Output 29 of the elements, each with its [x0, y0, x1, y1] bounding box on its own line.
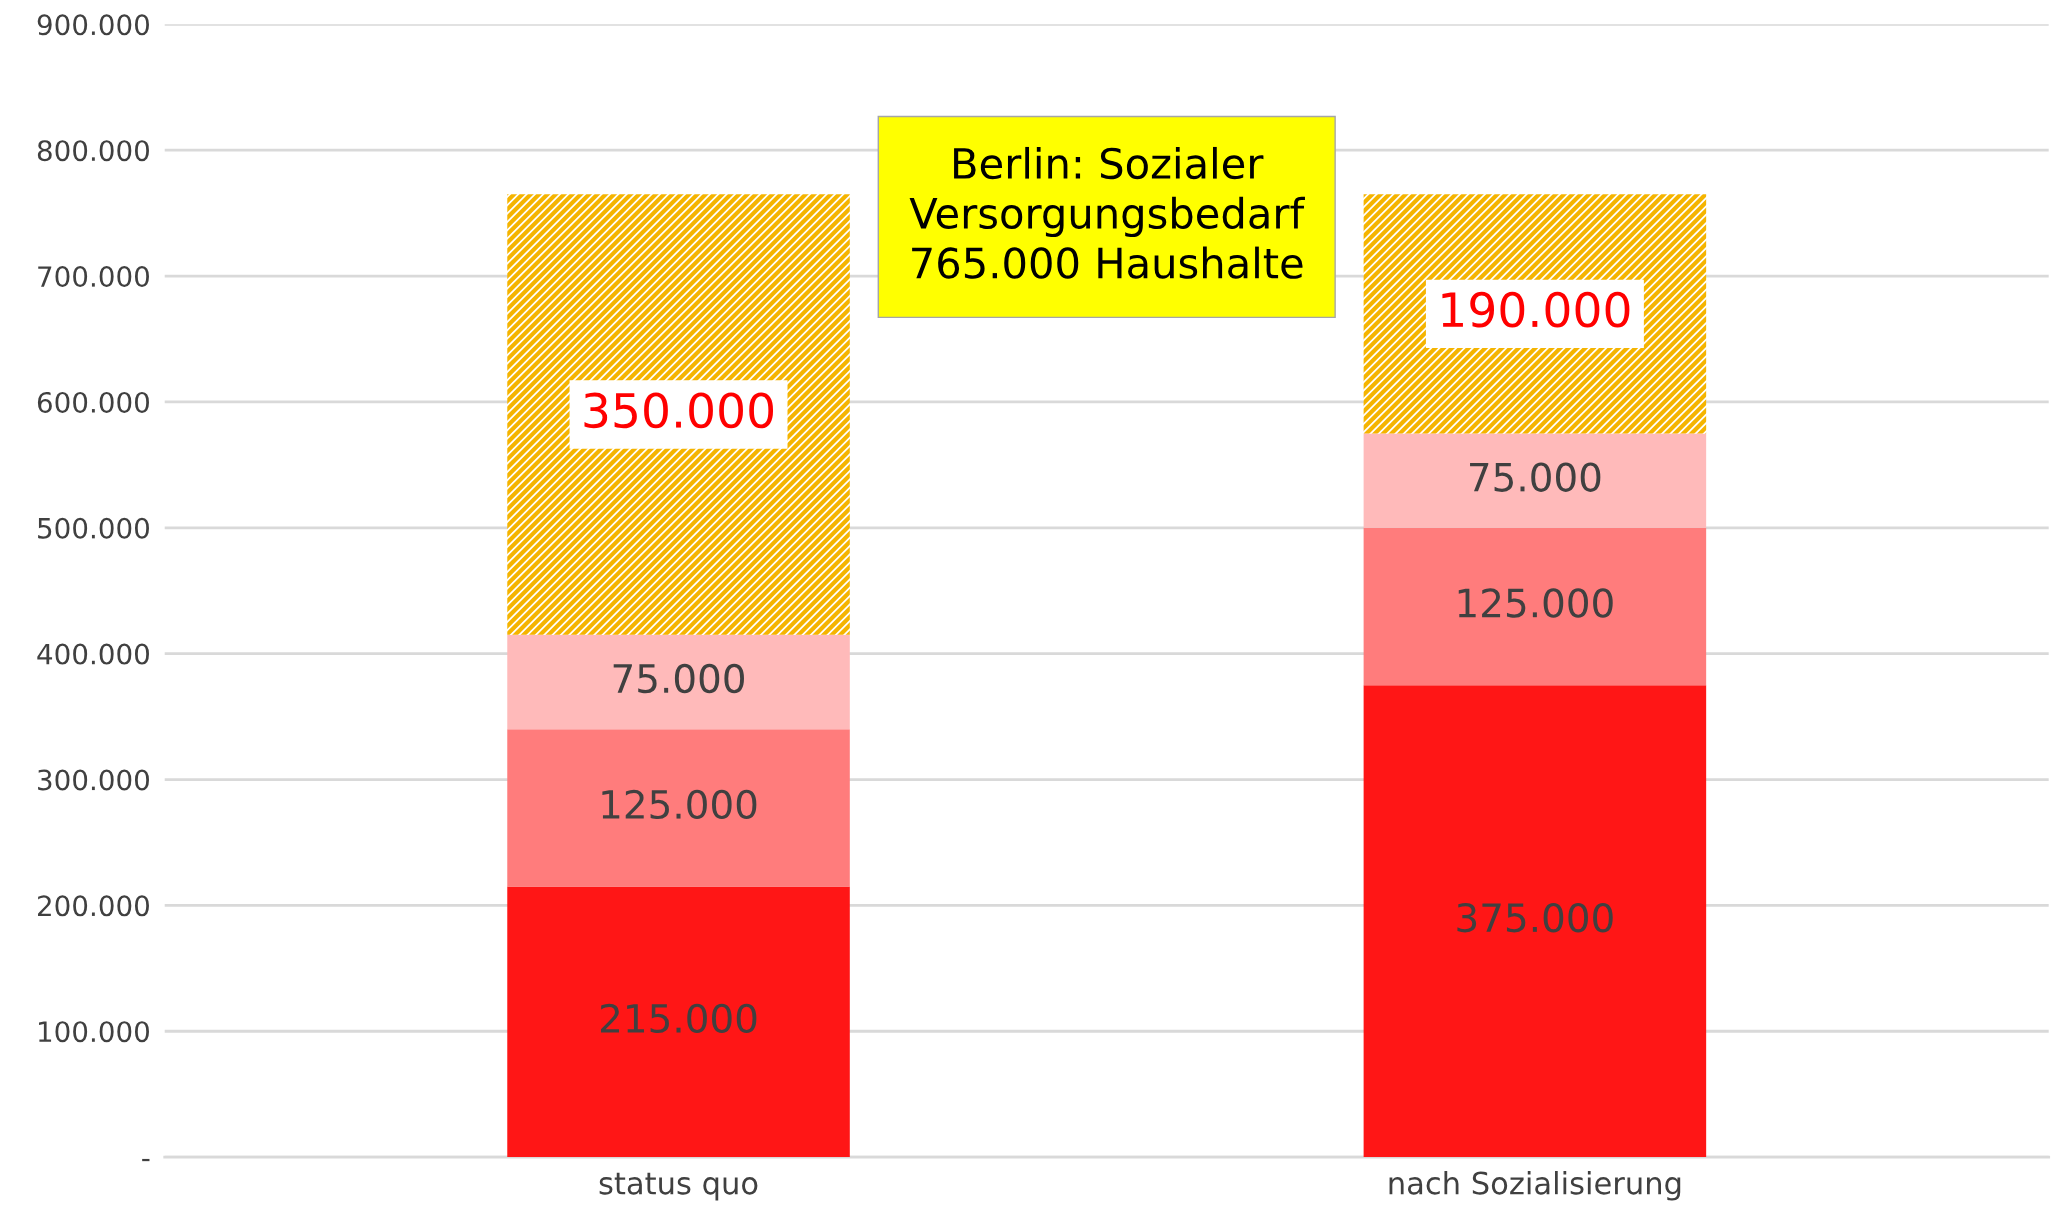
y-tick-label: - [142, 1158, 150, 1162]
data-label: 125.000 [602, 789, 757, 820]
y-tick-label: 200.000 [38, 895, 149, 917]
bar [1363, 685, 1707, 1158]
data-label: 75.000 [1470, 462, 1601, 492]
x-tick-label: nach Sozialisierung [1389, 1170, 1681, 1201]
data-label: 75.000 [613, 663, 744, 694]
annotation: Berlin: Sozialer Versorgungsbedarf [909, 146, 1305, 238]
data-label: 125.000 [1458, 588, 1613, 618]
bar [1363, 433, 1707, 528]
y-tick-label: 400.000 [37, 643, 149, 665]
y-tick-label: 800.000 [37, 140, 149, 162]
y-tick-label: 100.000 [39, 1021, 149, 1043]
x-tick-label: status quo [599, 1172, 758, 1201]
bar [507, 729, 850, 887]
data-label: 375.000 [1457, 902, 1613, 933]
y-tick-label: 700.000 [38, 266, 149, 288]
bar [507, 634, 850, 730]
bar [1363, 527, 1707, 686]
bar [507, 886, 850, 1158]
y-tick-label: 300.000 [38, 769, 149, 791]
y-tick-label: 500.000 [38, 517, 149, 539]
data-label: 350.000 [584, 392, 774, 429]
bar [507, 194, 850, 635]
y-tick-label: 900.000 [37, 14, 149, 36]
annotation: 765.000 Haushalte [912, 246, 1303, 279]
data-label: 190.000 [1442, 291, 1630, 328]
data-label: 215.000 [600, 1003, 757, 1034]
y-tick-label: 600.000 [37, 391, 149, 413]
